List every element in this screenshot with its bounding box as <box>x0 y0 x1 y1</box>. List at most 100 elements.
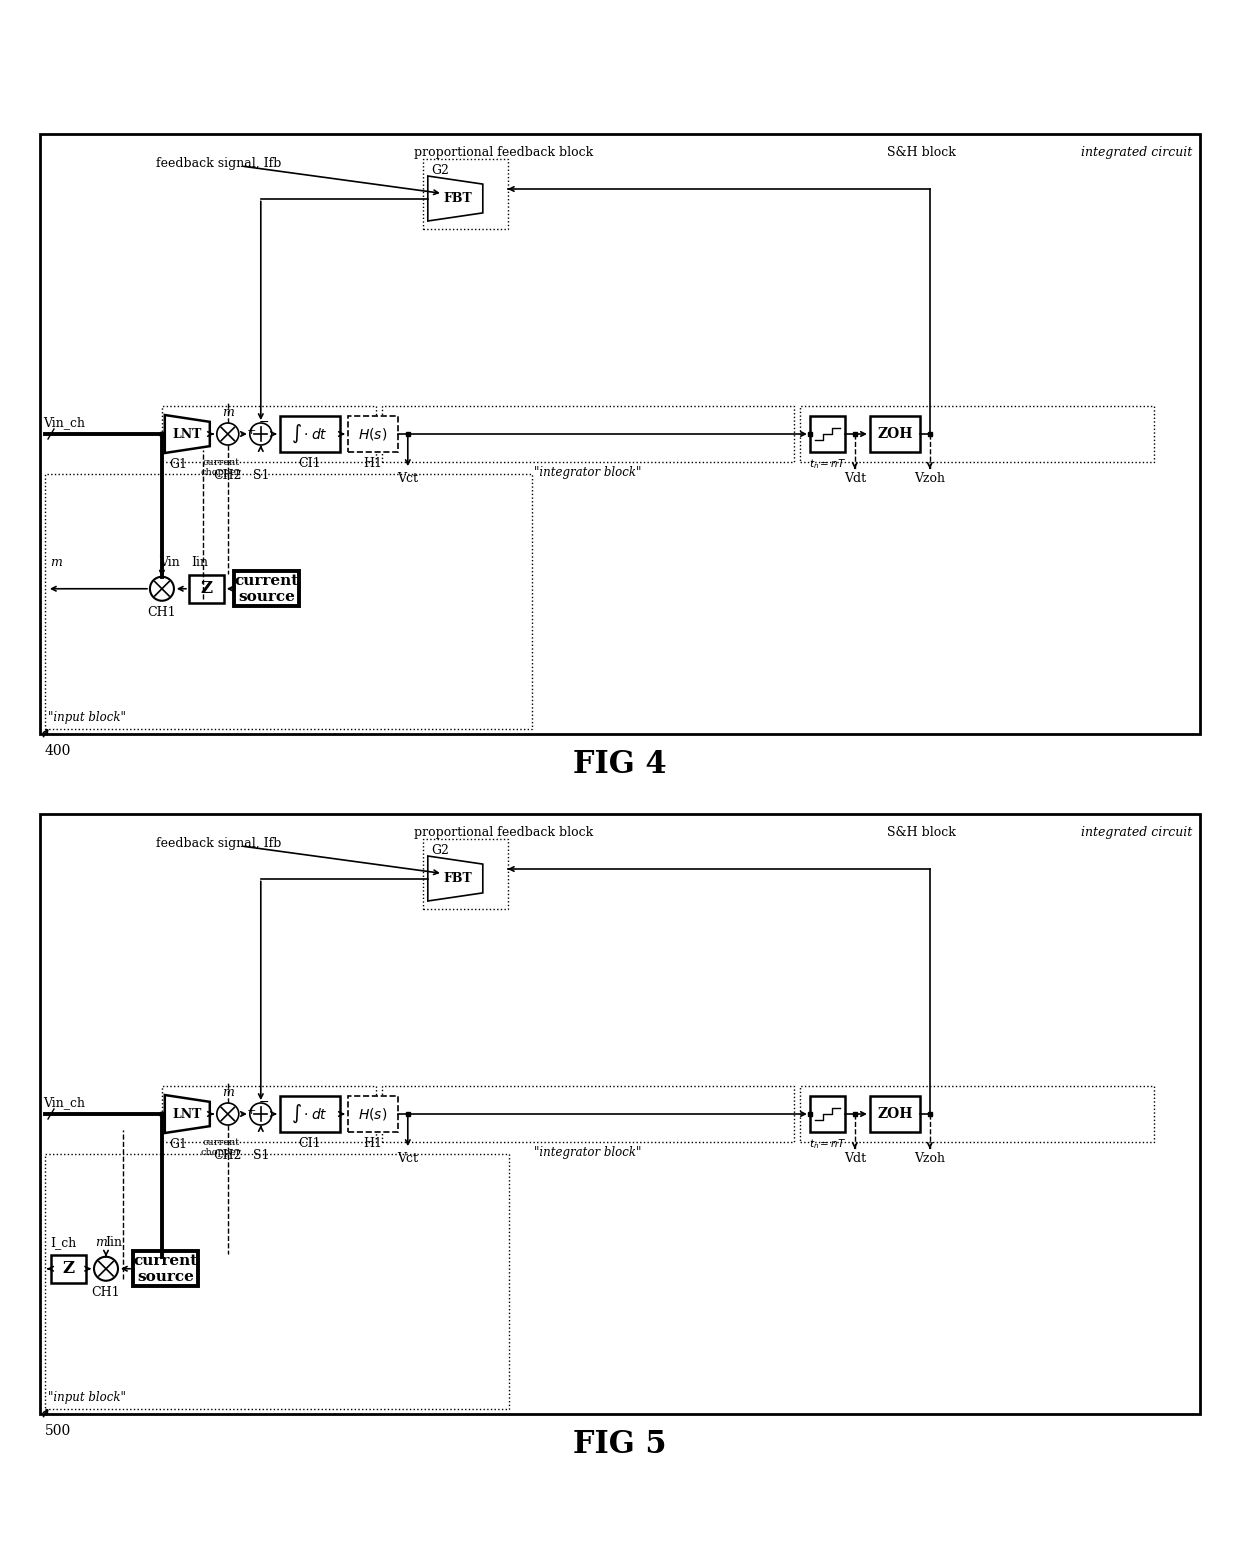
Bar <box>382 406 794 462</box>
Text: "integrator block": "integrator block" <box>534 1145 642 1159</box>
Text: −: − <box>259 1096 269 1110</box>
Bar <box>280 416 340 452</box>
Text: Z: Z <box>201 580 212 597</box>
Text: Iin: Iin <box>105 1235 123 1249</box>
Text: S1: S1 <box>253 469 269 482</box>
Text: "integrator block": "integrator block" <box>534 466 642 479</box>
Text: Vzoh: Vzoh <box>914 1152 945 1166</box>
Bar <box>869 416 920 452</box>
Text: LNT: LNT <box>172 1108 202 1120</box>
Text: CI1: CI1 <box>299 1138 321 1150</box>
Text: $H(s)$: $H(s)$ <box>358 426 387 441</box>
Text: feedback signal, Ifb: feedback signal, Ifb <box>156 838 281 850</box>
Text: CH2: CH2 <box>213 1148 242 1162</box>
Text: Vdt: Vdt <box>843 472 866 485</box>
Text: S1: S1 <box>253 1148 269 1162</box>
Circle shape <box>249 423 272 444</box>
Text: m: m <box>50 556 62 569</box>
Text: $H(s)$: $H(s)$ <box>358 1106 387 1122</box>
Text: +: + <box>247 1106 257 1116</box>
Bar <box>800 1086 1153 1142</box>
Text: S&H block: S&H block <box>887 146 956 159</box>
Text: Vin: Vin <box>160 556 180 569</box>
Text: CI1: CI1 <box>299 457 321 469</box>
Circle shape <box>94 1257 118 1280</box>
Bar <box>800 406 1153 462</box>
Bar <box>382 1086 794 1142</box>
Text: m: m <box>222 1086 233 1099</box>
Text: ZOH: ZOH <box>877 1106 913 1120</box>
Text: I_ch: I_ch <box>50 1235 76 1249</box>
Text: FIG 5: FIG 5 <box>573 1430 667 1461</box>
Polygon shape <box>165 1096 210 1133</box>
Text: +: + <box>247 426 257 435</box>
Text: FIG 4: FIG 4 <box>573 749 667 780</box>
Text: $t_n = nT$: $t_n = nT$ <box>808 1138 846 1152</box>
Text: feedback signal, Ifb: feedback signal, Ifb <box>156 157 281 171</box>
Text: current
chopper: current chopper <box>201 458 241 477</box>
Text: S&H block: S&H block <box>887 827 956 839</box>
Bar <box>188 575 224 603</box>
Bar <box>423 839 508 909</box>
Text: ZOH: ZOH <box>877 427 913 441</box>
Text: $\int \cdot dt$: $\int \cdot dt$ <box>291 1103 329 1125</box>
Text: Vdt: Vdt <box>843 1152 866 1166</box>
Text: CH1: CH1 <box>148 606 176 618</box>
Text: integrated circuit: integrated circuit <box>1081 146 1192 159</box>
Text: G2: G2 <box>430 165 449 177</box>
Bar <box>810 1096 844 1131</box>
Bar <box>40 814 1200 1414</box>
Bar <box>45 474 532 729</box>
Text: proportional feedback block: proportional feedback block <box>414 827 594 839</box>
Text: 500: 500 <box>45 1423 71 1437</box>
Text: proportional feedback block: proportional feedback block <box>414 146 594 159</box>
Circle shape <box>249 1103 272 1125</box>
Bar <box>161 406 377 462</box>
Bar <box>347 416 398 452</box>
Polygon shape <box>165 415 210 454</box>
Text: Vin_ch: Vin_ch <box>43 416 86 429</box>
Text: $\int \cdot dt$: $\int \cdot dt$ <box>291 423 329 444</box>
Text: Vzoh: Vzoh <box>914 472 945 485</box>
Text: Z: Z <box>62 1260 74 1277</box>
Bar <box>51 1254 86 1282</box>
Text: CH2: CH2 <box>213 469 242 482</box>
Text: current
chopper: current chopper <box>201 1138 241 1158</box>
Circle shape <box>150 577 174 601</box>
Text: 400: 400 <box>45 744 72 758</box>
Text: "input block": "input block" <box>48 1391 126 1403</box>
Text: $t_n = nT$: $t_n = nT$ <box>808 457 846 471</box>
Bar <box>234 572 299 606</box>
Text: G1: G1 <box>170 1138 187 1152</box>
Text: Iin: Iin <box>191 556 208 569</box>
Polygon shape <box>428 856 482 901</box>
Text: current
source: current source <box>134 1254 197 1284</box>
Text: m: m <box>222 406 233 420</box>
Text: integrated circuit: integrated circuit <box>1081 827 1192 839</box>
Text: Vct: Vct <box>397 472 418 485</box>
Text: G2: G2 <box>430 844 449 856</box>
Text: G1: G1 <box>170 458 187 471</box>
Text: LNT: LNT <box>172 427 202 440</box>
Polygon shape <box>428 176 482 221</box>
Bar <box>161 1086 377 1142</box>
Bar <box>133 1251 198 1287</box>
Bar <box>280 1096 340 1131</box>
Text: Vin_ch: Vin_ch <box>43 1096 86 1110</box>
Bar <box>869 1096 920 1131</box>
Bar <box>45 1155 508 1409</box>
Text: H1: H1 <box>363 457 382 469</box>
Text: Vct: Vct <box>397 1152 418 1166</box>
Text: FBT: FBT <box>444 872 472 884</box>
Text: CH1: CH1 <box>92 1285 120 1299</box>
Bar <box>423 159 508 228</box>
Bar <box>40 134 1200 733</box>
Text: H1: H1 <box>363 1138 382 1150</box>
Text: −: − <box>259 416 269 429</box>
Bar <box>347 1096 398 1131</box>
Text: "input block": "input block" <box>48 712 126 724</box>
Text: m: m <box>95 1235 107 1249</box>
Circle shape <box>217 1103 239 1125</box>
Bar <box>810 416 844 452</box>
Circle shape <box>217 423 239 444</box>
